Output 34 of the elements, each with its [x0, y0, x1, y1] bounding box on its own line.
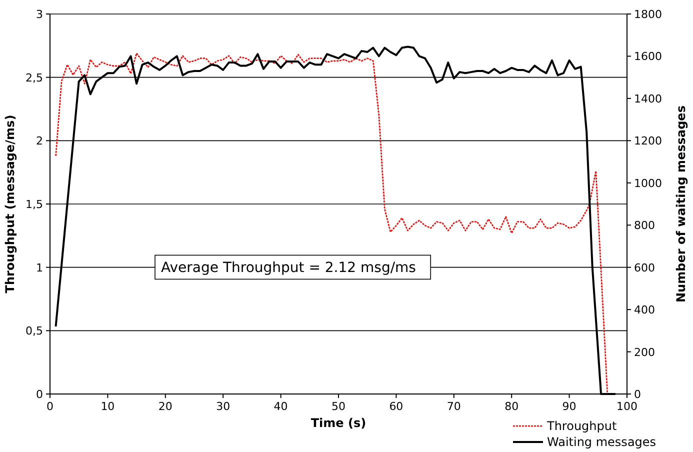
- y-tick-label: 1,5: [26, 198, 43, 211]
- x-tick-label: 30: [216, 400, 230, 413]
- y-tick-label: 0: [36, 388, 43, 401]
- y2-tick-label: 400: [634, 304, 655, 317]
- y-tick-label: 0,5: [26, 324, 43, 338]
- x-tick-label: 20: [158, 400, 172, 413]
- y2-tick-label: 1200: [634, 134, 662, 148]
- y2-tick-label: 600: [634, 261, 655, 274]
- annotation: Average Throughput = 2.12 msg/ms: [161, 260, 416, 276]
- y-axis-title: Throughput (message/ms): [3, 114, 17, 294]
- legend-label: Throughput: [546, 419, 617, 433]
- y-tick-label: 2: [36, 134, 43, 148]
- y2-tick-label: 0: [634, 388, 641, 401]
- y2-tick-label: 1600: [634, 50, 662, 64]
- x-tick-label: 70: [446, 400, 461, 413]
- x-axis-title: Time (s): [310, 416, 366, 430]
- x-tick-label: 10: [100, 400, 115, 413]
- x-tick-label: 50: [332, 400, 346, 413]
- y2-tick-label: 200: [634, 346, 655, 359]
- x-tick-label: 40: [274, 400, 288, 413]
- y2-tick-label: 1000: [634, 176, 662, 190]
- y-tick-label: 3: [36, 8, 43, 21]
- y2-tick-label: 1800: [634, 8, 662, 21]
- y-tick-label: 1: [36, 261, 43, 274]
- y2-tick-label: 800: [634, 219, 655, 232]
- y2-axis-title: Number of waiting messages: [674, 106, 688, 302]
- y2-tick-label: 1400: [634, 92, 662, 106]
- y-tick-label: 2,5: [26, 71, 43, 84]
- x-tick-label: 100: [616, 400, 638, 413]
- x-tick-label: 90: [562, 400, 576, 413]
- legend-label: Waiting messages: [547, 435, 656, 449]
- x-tick-label: 60: [389, 400, 404, 413]
- x-tick-label: 80: [504, 400, 519, 413]
- x-tick-label: 0: [46, 400, 54, 413]
